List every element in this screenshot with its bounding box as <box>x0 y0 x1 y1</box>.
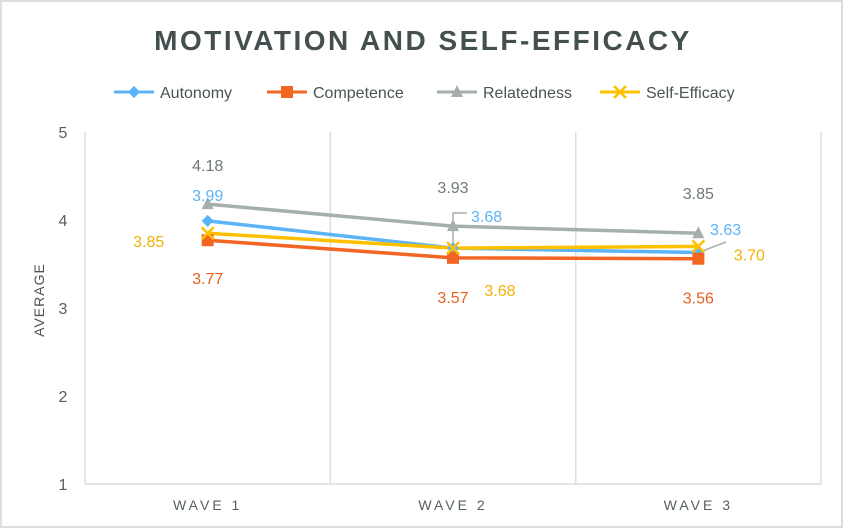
legend-item: Relatedness <box>437 85 572 102</box>
data-point-marker <box>200 226 215 241</box>
data-label: 3.85 <box>683 186 714 203</box>
data-point-marker <box>691 239 706 254</box>
chart-title: MOTIVATION AND SELF-EFFICACY <box>154 25 692 56</box>
data-label: 3.93 <box>437 180 468 197</box>
y-tick-label: 1 <box>59 477 68 494</box>
data-label: 3.68 <box>484 283 515 300</box>
data-label: 4.18 <box>192 158 223 175</box>
data-point-marker <box>201 197 214 210</box>
data-label: 3.56 <box>683 291 714 308</box>
data-label: 3.70 <box>734 247 765 264</box>
x-marker-stroke <box>200 226 215 241</box>
gridlines <box>84 132 822 485</box>
data-label: 3.77 <box>192 271 223 288</box>
data-point-marker <box>446 241 460 256</box>
series-markers <box>200 197 706 265</box>
data-point-marker <box>201 214 214 227</box>
data-point-marker <box>692 252 705 265</box>
legend: Autonomy Competence Relatedness Self-Effica… <box>114 85 735 102</box>
legend-item: Self-Efficacy <box>600 85 735 102</box>
legend-label: Autonomy <box>160 85 232 102</box>
data-point-marker <box>447 219 459 232</box>
legend-label: Self-Efficacy <box>646 85 735 102</box>
legend-label: Relatedness <box>483 85 572 102</box>
data-label: 3.63 <box>710 222 741 239</box>
y-tick-label: 5 <box>59 125 68 142</box>
leader-line <box>452 212 467 249</box>
legend-marker <box>451 85 463 97</box>
data-labels: 3.99 3.68 3.63 3.77 3.57 3.56 4.18 3.93 3.85 3.85… <box>133 158 765 308</box>
legend-item: Autonomy <box>114 85 232 102</box>
y-tick-label: 4 <box>59 213 68 230</box>
x-marker-stroke <box>691 239 706 254</box>
x-marker-stroke <box>613 85 627 99</box>
x-tick-label: WAVE 3 <box>664 497 733 513</box>
x-tick-label: WAVE 2 <box>418 497 487 513</box>
legend-item: Competence <box>267 85 404 102</box>
data-label: 3.68 <box>471 209 502 226</box>
x-axis-ticks: WAVE 1 WAVE 2 WAVE 3 <box>173 497 733 513</box>
data-label: 3.99 <box>192 188 223 205</box>
y-axis-ticks: 1 2 3 4 5 <box>59 125 68 494</box>
y-tick-label: 3 <box>59 301 68 318</box>
y-tick-label: 2 <box>59 389 68 406</box>
data-point-marker <box>692 226 705 239</box>
data-label: 3.85 <box>133 234 164 251</box>
legend-marker <box>281 86 293 98</box>
data-label: 3.57 <box>437 290 468 307</box>
x-marker-stroke <box>446 241 460 256</box>
x-tick-label: WAVE 1 <box>173 497 242 513</box>
legend-label: Competence <box>313 85 404 102</box>
legend-marker <box>613 85 627 99</box>
y-axis-label: AVERAGE <box>31 263 47 337</box>
data-point-marker <box>447 251 459 264</box>
legend-marker <box>128 86 140 98</box>
